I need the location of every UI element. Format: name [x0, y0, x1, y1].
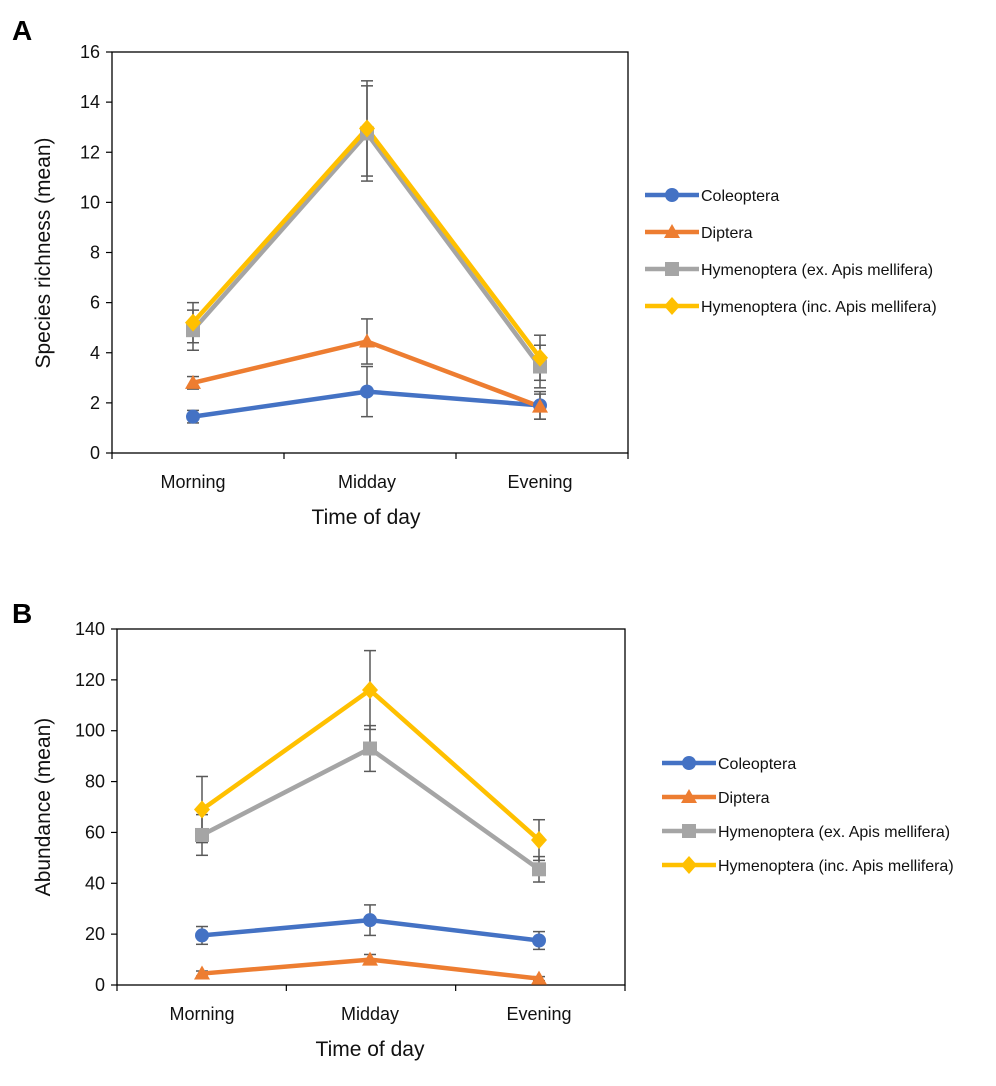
legend-label: Hymenoptera (inc. Apis mellifera): [701, 299, 937, 316]
y-axis: 0 2 4 6 8 10 12 14 16: [80, 42, 112, 463]
x-tick-label: Midday: [341, 1004, 399, 1024]
x-axis: Morning Midday Evening: [111, 453, 629, 492]
plot-area-border: [116, 628, 626, 986]
legend-swatch-marker: [681, 856, 697, 874]
y-tick-label: 0: [95, 975, 105, 995]
y-tick-label: 16: [80, 42, 100, 62]
y-axis-title: Abundance (mean): [32, 718, 55, 897]
data-point: [360, 384, 374, 399]
x-tick-label: Evening: [507, 472, 572, 492]
legend: Coleoptera Diptera Hymenoptera (ex. Apis m…: [662, 756, 954, 875]
y-tick-label: 20: [85, 924, 105, 944]
y-tick-label: 6: [90, 293, 100, 313]
data-point: [194, 800, 210, 819]
legend-item: Hymenoptera (inc. Apis mellifera): [645, 297, 937, 316]
x-axis-title: Time of day: [312, 506, 421, 529]
legend-item: Hymenoptera (ex. Apis mellifera): [645, 262, 933, 279]
legend-swatch-marker: [664, 297, 680, 315]
x-axis: Morning Midday Evening: [116, 985, 626, 1024]
data-point: [195, 827, 209, 842]
y-tick-label: 140: [75, 619, 105, 639]
y-tick-label: 100: [75, 721, 105, 741]
legend-label: Coleoptera: [718, 756, 796, 773]
legend-item: Diptera: [645, 224, 753, 242]
legend-label: Diptera: [718, 790, 770, 807]
y-axis-title: Species richness (mean): [32, 137, 55, 368]
data-point: [194, 965, 210, 980]
data-point: [195, 928, 209, 943]
y-tick-label: 80: [85, 772, 105, 792]
data-point: [363, 741, 377, 756]
x-tick-label: Midday: [338, 472, 396, 492]
legend-item: Coleoptera: [645, 188, 779, 205]
data-point: [362, 681, 378, 700]
data-point: [532, 348, 548, 367]
data-point: [532, 862, 546, 877]
panel-label: B: [12, 598, 32, 629]
y-tick-label: 120: [75, 670, 105, 690]
x-tick-label: Evening: [506, 1004, 571, 1024]
chart-panel-a: A 0 2 4 6 8 10 12 14 16 Morning Midday Evening Tim…: [12, 15, 937, 529]
legend-label: Diptera: [701, 225, 753, 242]
legend-label: Hymenoptera (ex. Apis mellifera): [718, 824, 950, 841]
data-point: [362, 951, 378, 966]
data-point: [185, 374, 201, 389]
y-tick-label: 0: [90, 443, 100, 463]
legend-item: Diptera: [662, 789, 770, 807]
x-tick-label: Morning: [169, 1004, 234, 1024]
y-tick-label: 10: [80, 192, 100, 212]
data-point: [532, 398, 548, 413]
y-tick-label: 60: [85, 822, 105, 842]
data-point: [185, 313, 201, 332]
y-tick-label: 14: [80, 92, 100, 112]
y-tick-label: 8: [90, 243, 100, 263]
legend-swatch-marker: [665, 262, 679, 276]
legend-swatch-marker: [681, 789, 697, 803]
legend-swatch-marker: [665, 188, 679, 202]
y-tick-label: 2: [90, 393, 100, 413]
chart-panel-b: B 0 20 40 60 80 100 120 140 Morning Midday Evenin…: [0, 545, 996, 1086]
y-axis: 0 20 40 60 80 100 120 140: [75, 619, 117, 995]
chart-b-svg: B 0 20 40 60 80 100 120 140 Morning Midday Evenin…: [12, 598, 954, 1061]
y-tick-label: 4: [90, 343, 100, 363]
legend-item: Hymenoptera (inc. Apis mellifera): [662, 856, 954, 875]
legend-swatch-marker: [682, 756, 696, 770]
legend-label: Hymenoptera (ex. Apis mellifera): [701, 262, 933, 279]
data-point: [531, 970, 547, 985]
legend-item: Coleoptera: [662, 756, 796, 773]
data-point: [359, 119, 375, 138]
x-axis-title: Time of day: [316, 1038, 425, 1061]
data-point: [359, 333, 375, 348]
data-point: [531, 831, 547, 850]
y-tick-label: 12: [80, 142, 100, 162]
series-markers: [185, 119, 548, 424]
x-tick-label: Morning: [160, 472, 225, 492]
legend-swatch-marker: [664, 224, 680, 238]
legend-item: Hymenoptera (ex. Apis mellifera): [662, 824, 950, 841]
legend-label: Hymenoptera (inc. Apis mellifera): [718, 858, 954, 875]
panel-label: A: [12, 15, 32, 46]
data-point: [186, 409, 200, 424]
series-markers: [194, 681, 547, 985]
legend-swatch-marker: [682, 824, 696, 838]
data-point: [532, 933, 546, 948]
data-point: [363, 913, 377, 928]
chart-a-svg: A 0 2 4 6 8 10 12 14 16 Morning Midday Evening Tim…: [12, 15, 937, 529]
y-tick-label: 40: [85, 873, 105, 893]
legend-label: Coleoptera: [701, 188, 779, 205]
plot-frame: [116, 628, 626, 986]
legend: Coleoptera Diptera Hymenoptera (ex. Apis m…: [645, 188, 937, 316]
